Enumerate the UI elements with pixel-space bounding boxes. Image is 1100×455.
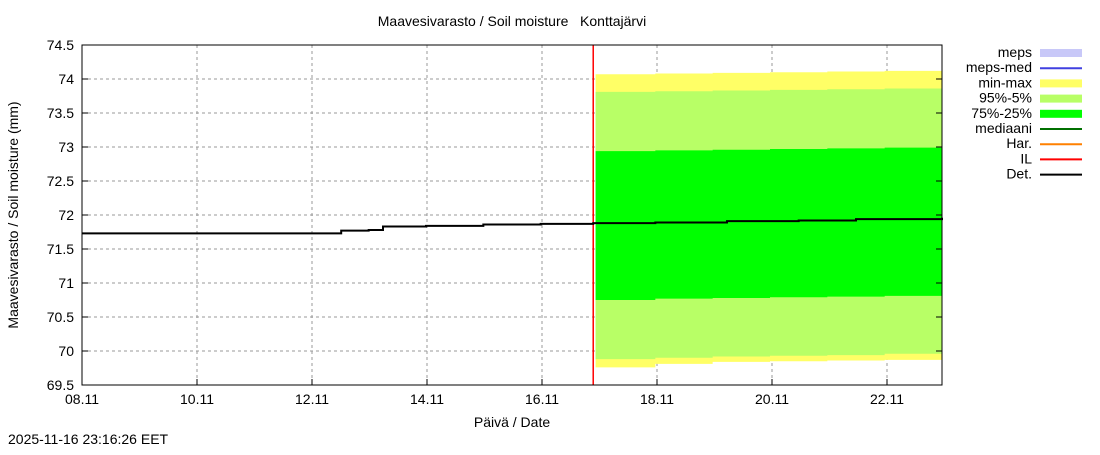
y-tick-label: 74.5 xyxy=(47,37,74,53)
legend-label: 95%-5% xyxy=(979,90,1032,106)
legend-label: Det. xyxy=(1006,166,1032,182)
legend-swatch xyxy=(1040,109,1082,118)
y-tick-label: 72 xyxy=(58,207,74,223)
timestamp: 2025-11-16 23:16:26 EET xyxy=(8,431,169,447)
chart-title: Maavesivarasto / Soil moisture Konttajär… xyxy=(378,13,646,29)
y-tick-label: 71 xyxy=(58,275,74,291)
legend-swatch xyxy=(1040,49,1082,57)
y-tick-label: 70.5 xyxy=(47,309,74,325)
x-tick-label: 14.11 xyxy=(410,391,444,407)
y-axis-label: Maavesivarasto / Soil moisture (mm) xyxy=(5,101,21,328)
plot-frame xyxy=(81,44,943,386)
x-tick-label: 22.11 xyxy=(870,391,904,407)
x-tick-label: 10.11 xyxy=(180,391,214,407)
legend-label: min-max xyxy=(978,74,1032,90)
y-tick-label: 71.5 xyxy=(47,241,74,257)
x-tick-label: 20.11 xyxy=(755,391,789,407)
legend-swatch xyxy=(1040,79,1082,88)
legend-swatch xyxy=(1040,94,1082,103)
legend-label: Har. xyxy=(1006,135,1032,151)
x-tick-label: 12.11 xyxy=(295,391,329,407)
det-series-line xyxy=(82,217,943,235)
y-tick-label: 72.5 xyxy=(47,173,74,189)
y-tick-label: 73.5 xyxy=(47,105,74,121)
y-tick-label: 70 xyxy=(58,343,74,359)
y-tick-label: 73 xyxy=(58,139,74,155)
y-tick-label: 69.5 xyxy=(47,377,74,393)
x-tick-label: 16.11 xyxy=(525,391,559,407)
legend-label: mediaani xyxy=(975,120,1032,136)
x-tick-label: 08.11 xyxy=(65,391,99,407)
x-axis-label: Päivä / Date xyxy=(474,414,550,430)
x-tick-label: 18.11 xyxy=(640,391,674,407)
legend-label: meps xyxy=(998,44,1032,60)
legend-label: meps-med xyxy=(966,59,1032,75)
band-75-25 xyxy=(595,147,942,300)
legend-label: IL xyxy=(1020,150,1032,166)
y-tick-label: 74 xyxy=(58,71,74,87)
legend-label: 75%-25% xyxy=(971,105,1032,121)
